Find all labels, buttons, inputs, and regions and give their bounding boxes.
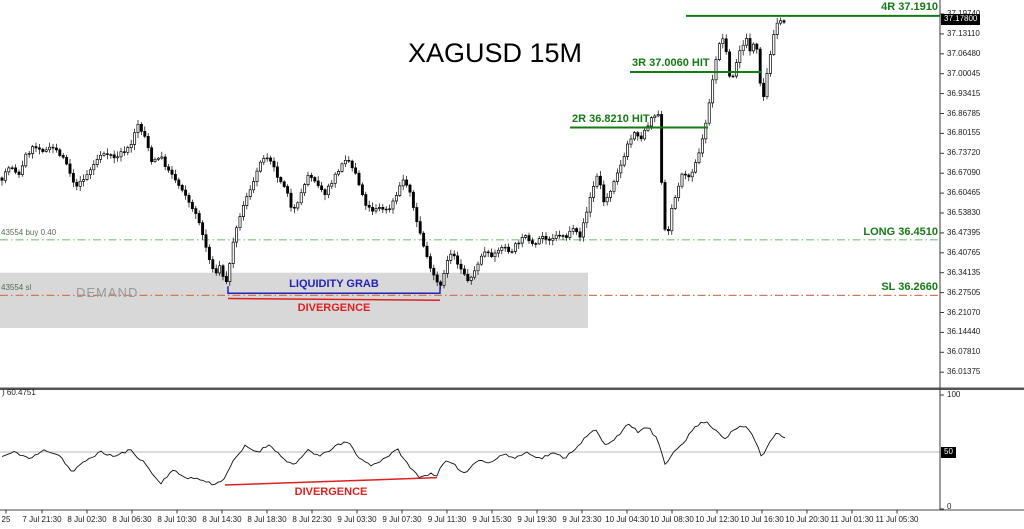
- level-label-3r: 3R 37.0060 HIT: [632, 56, 710, 69]
- time-tick-label: 8 Jul 06:30: [112, 515, 152, 524]
- time-tick-label: 9 Jul 03:30: [337, 515, 377, 524]
- time-tick-label: 10 Jul 20:30: [785, 515, 829, 524]
- level-label-4r: 4R 37.1910: [881, 0, 938, 13]
- time-tick-label: 9 Jul 07:30: [382, 515, 422, 524]
- time-tick-label: 7 Jul 21:30: [22, 515, 62, 524]
- time-tick-label: 25: [1, 515, 11, 524]
- time-tick-label: 10 Jul 16:30: [740, 515, 784, 524]
- price-tick-label: 36.80155: [947, 128, 981, 138]
- liquidity-grab-label: LIQUIDITY GRAB: [289, 278, 379, 291]
- oscillator-tick-0: 0: [947, 502, 952, 511]
- time-tick-label: 8 Jul 22:30: [292, 515, 332, 524]
- time-tick-label: 8 Jul 18:30: [247, 515, 287, 524]
- price-tick-label: 36.34135: [947, 267, 981, 277]
- price-tick-label: 37.13110: [947, 28, 980, 38]
- time-tick-label: 9 Jul 11:30: [427, 515, 467, 524]
- time-tick-label: 8 Jul 10:30: [157, 515, 197, 524]
- price-tick-label: 36.60465: [947, 188, 981, 198]
- level-label-sl: SL 36.2660: [881, 281, 938, 294]
- price-tick-label: 36.07810: [947, 347, 981, 357]
- level-label-long: LONG 36.4510: [863, 225, 938, 238]
- price-tick-label: 37.00045: [947, 68, 981, 78]
- order-ticket-buy-label: 43554 buy 0.40: [1, 227, 57, 237]
- price-tick-label: 36.53830: [947, 208, 981, 217]
- time-tick-label: 9 Jul 23:30: [562, 515, 602, 524]
- divergence-price-label: DIVERGENCE: [297, 302, 371, 315]
- price-tick-label: 36.40765: [947, 247, 981, 257]
- time-tick-label: 11 Jul 05:30: [875, 515, 919, 524]
- oscillator-mid-tag: 50: [941, 447, 956, 458]
- price-tick-label: 36.47395: [947, 227, 981, 237]
- time-tick-label: 9 Jul 19:30: [517, 515, 557, 524]
- time-tick-label: 10 Jul 04:30: [605, 515, 649, 524]
- price-tick-label: 37.06480: [947, 48, 981, 58]
- time-tick-label: 8 Jul 02:30: [67, 515, 107, 524]
- price-tick-label: 36.21070: [947, 307, 981, 317]
- time-tick-label: 9 Jul 15:30: [472, 515, 512, 524]
- chart-title: XAGUSD 15M: [408, 38, 583, 68]
- price-tick-label: 36.01375: [947, 367, 981, 377]
- oscillator-tick-100: 100: [947, 390, 961, 399]
- oscillator-value-label: ) 60.4751: [2, 388, 36, 397]
- time-tick-label: 10 Jul 12:30: [695, 515, 739, 524]
- price-tick-label: 36.93415: [947, 88, 981, 98]
- time-tick-label: 11 Jul 01:30: [830, 515, 874, 524]
- level-label-2r: 2R 36.8210 HIT: [572, 112, 650, 125]
- current-price-tag: 37.17800: [941, 14, 981, 26]
- divergence-oscillator-label: DIVERGENCE: [294, 485, 368, 498]
- price-tick-label: 36.67090: [947, 168, 981, 178]
- price-tick-label: 36.73720: [947, 148, 981, 158]
- order-ticket-sl-label: 43554 sl: [1, 283, 32, 293]
- price-tick-label: 36.27505: [947, 287, 981, 297]
- demand-zone-label: DEMAND: [76, 285, 139, 301]
- price-tick-label: 36.14440: [947, 327, 981, 337]
- price-tick-label: 36.86785: [947, 108, 981, 118]
- time-tick-label: 8 Jul 14:30: [202, 515, 242, 524]
- time-tick-label: 10 Jul 08:30: [650, 515, 694, 524]
- price-tick-label: 37.19740: [947, 9, 981, 18]
